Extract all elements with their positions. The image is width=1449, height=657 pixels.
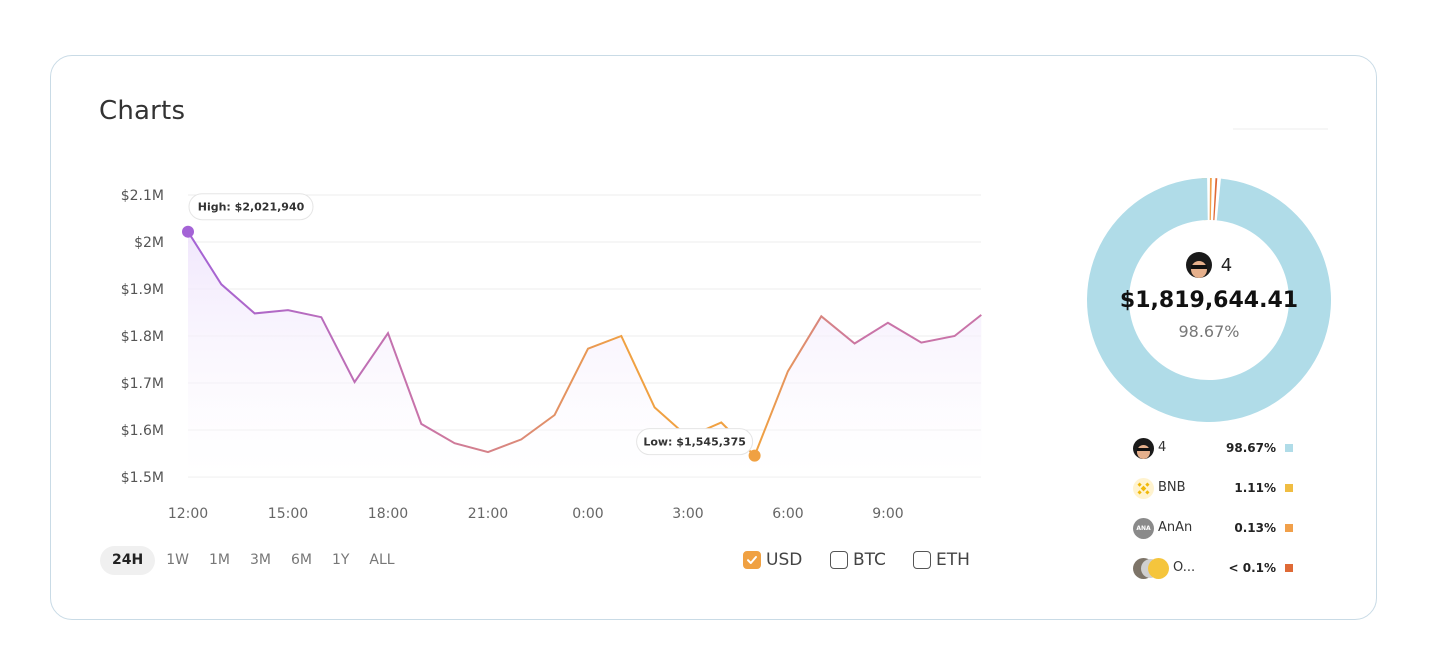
- currency-btc[interactable]: BTC: [830, 549, 886, 571]
- avatar-group-icon: N: [1133, 558, 1169, 579]
- currency-label: ETH: [936, 550, 970, 570]
- tooltip-label: Low: $1,545,375: [643, 436, 746, 449]
- currency-label: USD: [766, 550, 803, 570]
- y-tick-label: $1.6M: [121, 423, 164, 439]
- donut-center-percent: 98.67%: [1178, 322, 1240, 341]
- legend-name: AnAn: [1158, 520, 1193, 535]
- range-tab-1m[interactable]: 1M: [208, 552, 230, 568]
- range-tab-all[interactable]: ALL: [369, 552, 395, 568]
- y-tick-label: $1.7M: [121, 376, 164, 392]
- x-tick-label: 9:00: [872, 506, 903, 522]
- legend-percent: 0.13%: [1234, 521, 1276, 535]
- avatar-icon: [1185, 252, 1212, 278]
- tooltip-box: [636, 428, 754, 456]
- range-tab-3m[interactable]: 3M: [249, 552, 271, 568]
- x-tick-label: 18:00: [368, 506, 408, 522]
- low-tooltip: Low: $1,545,375: [636, 428, 754, 456]
- checkbox-icon[interactable]: [830, 551, 848, 569]
- donut-center-name: 4: [1220, 254, 1233, 276]
- x-tick-label: 6:00: [772, 506, 803, 522]
- currency-eth[interactable]: ETH: [913, 549, 970, 571]
- currency-label: BTC: [853, 550, 886, 570]
- legend-swatch: [1285, 444, 1293, 452]
- legend-item[interactable]: 4 98.67%: [1133, 436, 1293, 460]
- y-tick-label: $1.8M: [121, 329, 164, 345]
- legend-item[interactable]: N O... < 0.1%: [1133, 556, 1293, 580]
- legend-percent: 1.11%: [1234, 481, 1276, 495]
- divider: [1233, 128, 1328, 130]
- high-tooltip: High: $2,021,940: [188, 193, 314, 221]
- currency-usd[interactable]: USD: [743, 549, 802, 571]
- allocation-donut: [1087, 178, 1331, 422]
- tooltip-label: High: $2,021,940: [198, 201, 305, 214]
- range-tab-1w[interactable]: 1W: [166, 552, 189, 568]
- donut-center-value: $1,819,644.41: [1119, 288, 1299, 313]
- legend-swatch: [1285, 524, 1293, 532]
- tooltip-box: [188, 193, 314, 221]
- low-point: [748, 449, 761, 462]
- high-point: [182, 225, 194, 238]
- donut-slice-o: [1213, 178, 1218, 221]
- range-tabs: 24H 1W 1M 3M 6M 1Y ALL: [100, 546, 406, 575]
- range-tab-1y[interactable]: 1Y: [331, 552, 350, 568]
- legend-swatch: [1285, 484, 1293, 492]
- legend-name: O...: [1173, 560, 1196, 575]
- y-tick-label: $2M: [134, 235, 164, 251]
- price-area: [188, 231, 982, 477]
- x-tick-label: 12:00: [168, 506, 208, 522]
- legend-item[interactable]: ANA AnAn 0.13%: [1133, 516, 1293, 540]
- donut-center-header: 4: [1087, 250, 1331, 280]
- range-tab-6m[interactable]: 6M: [290, 552, 312, 568]
- x-tick-label: 3:00: [672, 506, 703, 522]
- x-tick-label: 21:00: [468, 506, 508, 522]
- price-line: [187, 231, 982, 458]
- checkbox-icon[interactable]: [913, 551, 931, 569]
- range-tab-24h[interactable]: 24H: [100, 546, 156, 575]
- y-tick-label: $2.1M: [121, 188, 164, 204]
- y-tick-label: $1.9M: [121, 282, 164, 298]
- avatar-icon: [1133, 438, 1154, 459]
- card-title: Charts: [99, 96, 186, 126]
- bnb-icon: [1133, 478, 1154, 499]
- x-tick-label: 15:00: [268, 506, 308, 522]
- x-tick-label: 0:00: [572, 506, 603, 522]
- legend-item[interactable]: BNB 1.11%: [1133, 476, 1293, 500]
- donut-slice-4: [1087, 178, 1331, 422]
- legend-percent: < 0.1%: [1228, 561, 1276, 575]
- y-tick-label: $1.5M: [121, 470, 164, 486]
- legend-name: 4: [1158, 440, 1167, 455]
- legend-swatch: [1285, 564, 1293, 572]
- anan-icon: ANA: [1133, 518, 1154, 539]
- legend-name: BNB: [1158, 480, 1186, 495]
- checkbox-checked-icon[interactable]: [743, 551, 761, 569]
- donut-slice-anan: [1209, 178, 1212, 221]
- legend-percent: 98.67%: [1226, 441, 1276, 455]
